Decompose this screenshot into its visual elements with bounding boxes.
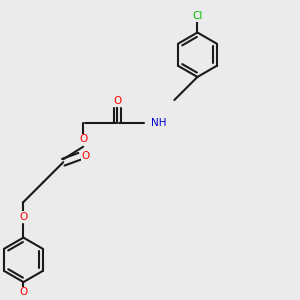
Text: O: O — [113, 96, 122, 106]
Text: NH: NH — [151, 118, 167, 128]
Text: O: O — [19, 212, 28, 222]
Text: Cl: Cl — [192, 11, 203, 21]
Text: O: O — [79, 134, 87, 144]
Text: O: O — [81, 151, 90, 161]
Text: O: O — [19, 287, 28, 297]
